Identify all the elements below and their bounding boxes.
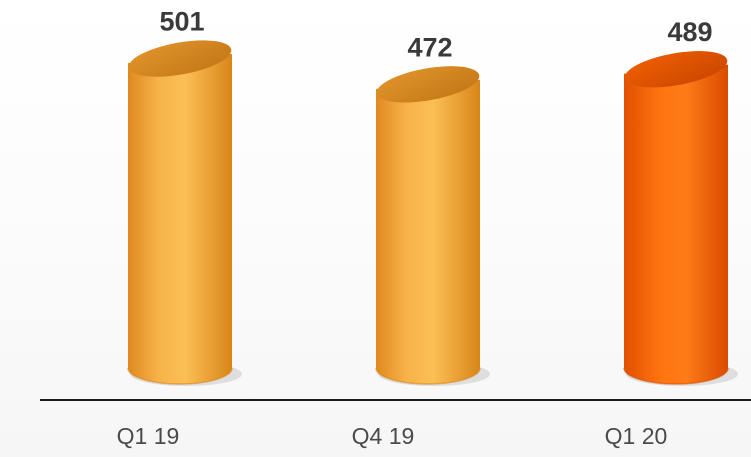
bar-top bbox=[376, 66, 480, 103]
category-label: Q4 19 bbox=[352, 423, 415, 449]
bar-base-rim bbox=[375, 367, 481, 385]
bars-group bbox=[127, 40, 738, 386]
bar-top bbox=[624, 51, 728, 88]
value-label: 501 bbox=[159, 7, 204, 37]
bar-top bbox=[128, 40, 232, 77]
value-label: 472 bbox=[407, 32, 452, 62]
value-labels-group: 501 472 489 bbox=[159, 7, 712, 63]
bar-q1-19 bbox=[128, 53, 232, 384]
category-label: Q1 19 bbox=[117, 423, 180, 449]
bar-base-rim bbox=[623, 367, 729, 385]
category-labels-group: Q1 19 Q4 19 Q1 20 bbox=[117, 423, 668, 449]
bar-q4-19 bbox=[376, 79, 480, 384]
value-label: 489 bbox=[667, 17, 712, 47]
bar-base-rim bbox=[127, 367, 233, 385]
bar-q1-20 bbox=[624, 64, 728, 384]
category-label: Q1 20 bbox=[605, 423, 668, 449]
